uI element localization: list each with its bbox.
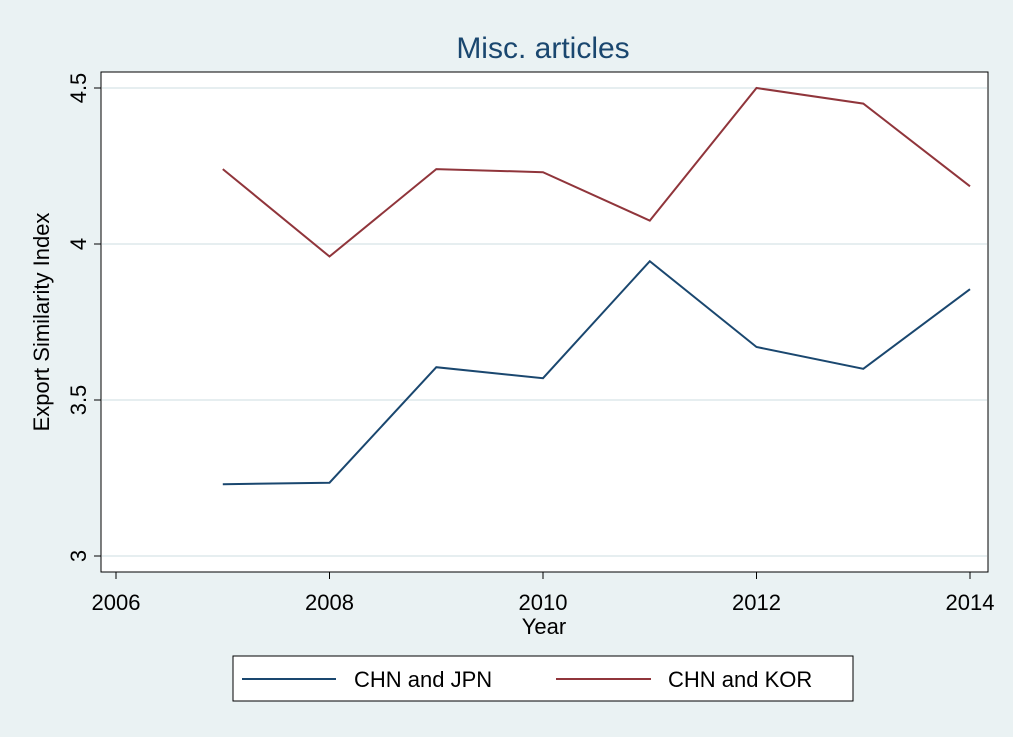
x-tick-label-2008: 2008	[305, 590, 354, 615]
series-line-chn-and-jpn	[222, 259, 971, 486]
legend-label-chn-jpn: CHN and JPN	[354, 667, 492, 692]
y-axis-title: Export Similarity Index	[29, 213, 54, 432]
x-tick-label-2012: 2012	[732, 590, 781, 615]
x-tick-label-2010: 2010	[519, 590, 568, 615]
legend-box	[232, 655, 854, 702]
y-tick-label-3: 3	[66, 550, 91, 562]
legend: CHN and JPN CHN and KOR	[232, 655, 854, 702]
y-tick-label-4-5: 4.5	[66, 73, 91, 104]
x-tick-label-2006: 2006	[92, 590, 141, 615]
y-tick-label-3-5: 3.5	[66, 385, 91, 416]
x-tick-label-2014: 2014	[946, 590, 995, 615]
x-axis-title: Year	[522, 614, 566, 639]
y-axis: 3 3.5 4 4.5	[66, 73, 101, 562]
plot-area	[100, 71, 989, 573]
chart-title: Misc. articles	[456, 32, 629, 65]
series-lines	[222, 86, 971, 486]
series-line-chn-and-kor	[222, 86, 971, 258]
legend-label-chn-kor: CHN and KOR	[668, 667, 812, 692]
y-tick-label-4: 4	[66, 238, 91, 250]
x-axis: 2006 2008 2010 2012 2014	[92, 572, 995, 615]
gridlines	[102, 87, 987, 557]
